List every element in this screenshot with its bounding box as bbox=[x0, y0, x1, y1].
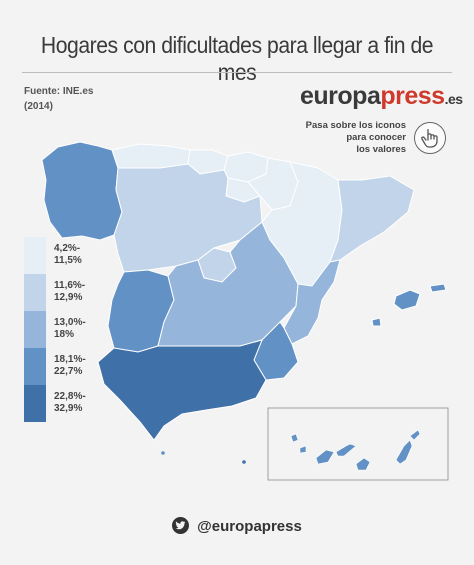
twitter-handle-text: @europapress bbox=[197, 518, 302, 535]
region-galicia[interactable] bbox=[41, 141, 123, 241]
legend-item-3: 13,0%- 18% bbox=[24, 311, 114, 348]
legend-label-3: 13,0%- 18% bbox=[54, 317, 86, 340]
hint-line-3: los valores bbox=[356, 144, 406, 155]
region-ceuta[interactable] bbox=[161, 451, 165, 455]
source-label: Fuente: INE.es bbox=[24, 86, 94, 97]
canary-islands-inset bbox=[267, 407, 449, 481]
brand-part-es: .es bbox=[444, 91, 463, 107]
brand-part-press: press bbox=[380, 82, 445, 110]
region-comunidad-valenciana[interactable] bbox=[283, 259, 341, 345]
legend-item-4: 18,1%- 22,7% bbox=[24, 348, 114, 385]
legend-label-2: 11,6%- 12,9% bbox=[54, 280, 86, 303]
hint-line-2: para conocer bbox=[346, 132, 406, 143]
twitter-handle-link[interactable]: @europapress bbox=[0, 517, 474, 535]
legend-swatch-3 bbox=[24, 311, 46, 348]
legend: 4,2%- 11,5% 11,6%- 12,9% 13,0%- 18% 18,1%- 2… bbox=[24, 237, 114, 422]
legend-swatch-5 bbox=[24, 385, 46, 422]
legend-label-4: 18,1%- 22,7% bbox=[54, 354, 86, 377]
legend-swatch-4 bbox=[24, 348, 46, 385]
legend-swatch-2 bbox=[24, 274, 46, 311]
region-baleares-mallorca[interactable] bbox=[393, 289, 421, 311]
brand-logo[interactable]: europapress.es bbox=[300, 82, 463, 111]
region-asturias[interactable] bbox=[111, 143, 191, 169]
region-melilla[interactable] bbox=[242, 460, 246, 464]
brand-part-europa: europa bbox=[300, 82, 381, 110]
legend-label-5: 22,8%- 32,9% bbox=[54, 391, 86, 414]
legend-item-5: 22,8%- 32,9% bbox=[24, 385, 114, 422]
twitter-icon bbox=[172, 517, 190, 534]
hint-line-1: Pasa sobre los iconos bbox=[305, 120, 406, 131]
source-block: Fuente: INE.es (2014) bbox=[24, 84, 93, 114]
title-divider bbox=[22, 72, 452, 73]
legend-item-1: 4,2%- 11,5% bbox=[24, 237, 114, 274]
legend-label-1: 4,2%- 11,5% bbox=[54, 243, 82, 266]
region-andalucia[interactable] bbox=[97, 339, 267, 441]
region-canarias[interactable] bbox=[290, 429, 421, 471]
region-cataluna[interactable] bbox=[329, 175, 415, 263]
legend-swatch-1 bbox=[24, 237, 46, 274]
legend-item-2: 11,6%- 12,9% bbox=[24, 274, 114, 311]
source-year: (2014) bbox=[24, 101, 53, 112]
region-baleares-ibiza[interactable] bbox=[371, 317, 382, 327]
region-baleares-menorca[interactable] bbox=[429, 283, 447, 293]
hand-pointer-icon bbox=[414, 122, 446, 154]
hover-hint: Pasa sobre los iconos para conocer los v… bbox=[270, 120, 406, 156]
